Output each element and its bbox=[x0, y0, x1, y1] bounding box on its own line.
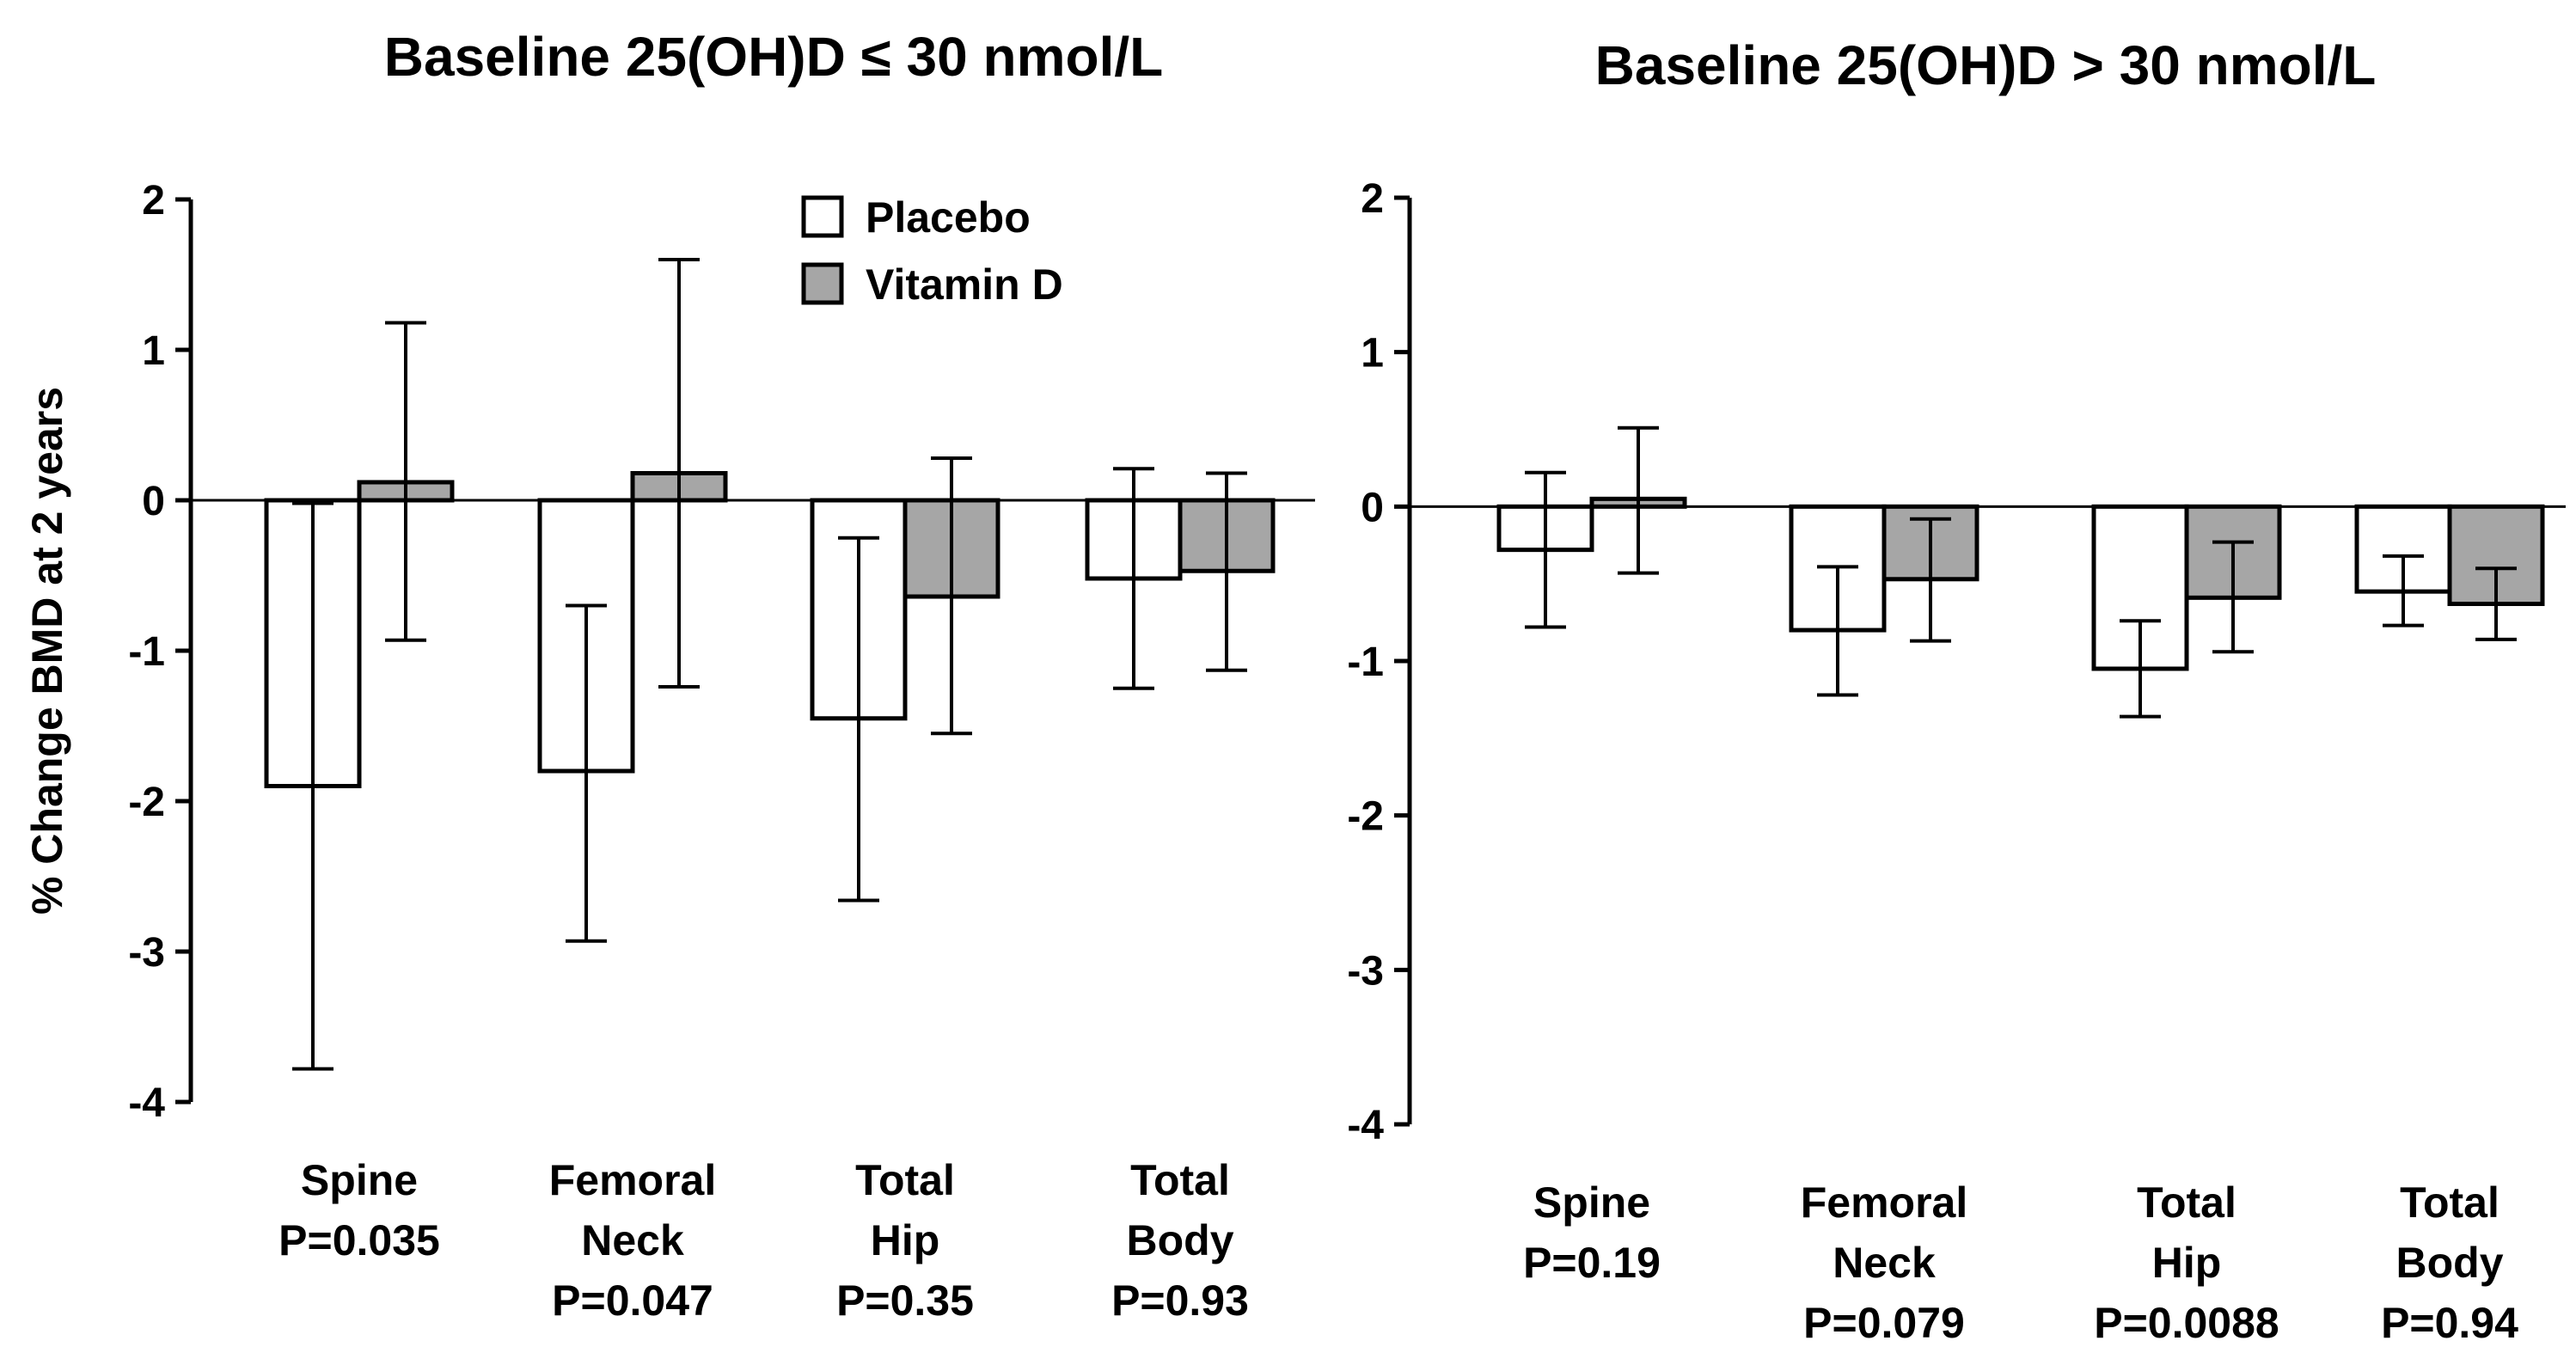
p-value-label: P=0.94 bbox=[2381, 1299, 2518, 1347]
category-label: Femoral bbox=[1801, 1178, 1968, 1227]
p-value-label: P=0.19 bbox=[1523, 1239, 1661, 1287]
y-tick-label: -4 bbox=[128, 1080, 165, 1126]
p-value-label: P=0.079 bbox=[1803, 1299, 1965, 1347]
legend-swatch-placebo bbox=[801, 195, 844, 238]
p-value-label: P=0.93 bbox=[1111, 1276, 1249, 1325]
category-label: Neck bbox=[1833, 1239, 1936, 1287]
category-label: Hip bbox=[2152, 1239, 2222, 1287]
category-label: Spine bbox=[301, 1156, 418, 1204]
left-panel-chart: Baseline 25(OH)D ≤ 30 nmol/L % Change BMD… bbox=[23, 26, 1315, 1325]
y-tick-label: -3 bbox=[1347, 948, 1384, 994]
legend-label: Vitamin D bbox=[866, 260, 1063, 309]
p-value-label: P=0.0088 bbox=[2094, 1299, 2279, 1347]
category-label: Spine bbox=[1533, 1178, 1650, 1227]
y-tick-label: 0 bbox=[1361, 485, 1384, 530]
y-axis-label: % Change BMD at 2 years bbox=[23, 387, 71, 915]
chart-title: Baseline 25(OH)D > 30 nmol/L bbox=[1595, 34, 2377, 96]
legend-label: Placebo bbox=[866, 193, 1031, 242]
category-label: Total bbox=[855, 1156, 955, 1204]
y-tick-label: -2 bbox=[128, 780, 165, 825]
legend-swatch-vitamin-d bbox=[801, 262, 844, 305]
y-tick-label: -3 bbox=[128, 930, 165, 976]
right-panel-chart: Baseline 25(OH)D > 30 nmol/L 2 1 0 -1 -2 -3 -4 S… bbox=[1347, 34, 2566, 1347]
category-label: Neck bbox=[581, 1216, 684, 1264]
p-value-label: P=0.35 bbox=[836, 1276, 974, 1325]
y-tick-label: -2 bbox=[1347, 794, 1384, 840]
y-tick-label: -1 bbox=[1347, 640, 1384, 685]
y-tick-label: 2 bbox=[142, 178, 165, 223]
category-label: Body bbox=[1127, 1216, 1234, 1264]
category-label: Hip bbox=[871, 1216, 940, 1264]
y-tick-label: -4 bbox=[1347, 1103, 1384, 1148]
p-value-label: P=0.035 bbox=[278, 1216, 440, 1264]
y-tick-label: 2 bbox=[1361, 176, 1384, 222]
category-label: Femoral bbox=[549, 1156, 717, 1204]
category-label: Total bbox=[2400, 1178, 2500, 1227]
y-tick-label: 0 bbox=[142, 479, 165, 524]
chart-title: Baseline 25(OH)D ≤ 30 nmol/L bbox=[384, 26, 1163, 88]
p-value-label: P=0.047 bbox=[552, 1276, 713, 1325]
y-tick-label: 1 bbox=[142, 328, 165, 374]
category-label: Total bbox=[1130, 1156, 1230, 1204]
y-tick-label: 1 bbox=[1361, 331, 1384, 376]
category-label: Body bbox=[2396, 1239, 2504, 1287]
y-tick-label: -1 bbox=[128, 629, 165, 675]
category-label: Total bbox=[2137, 1178, 2236, 1227]
